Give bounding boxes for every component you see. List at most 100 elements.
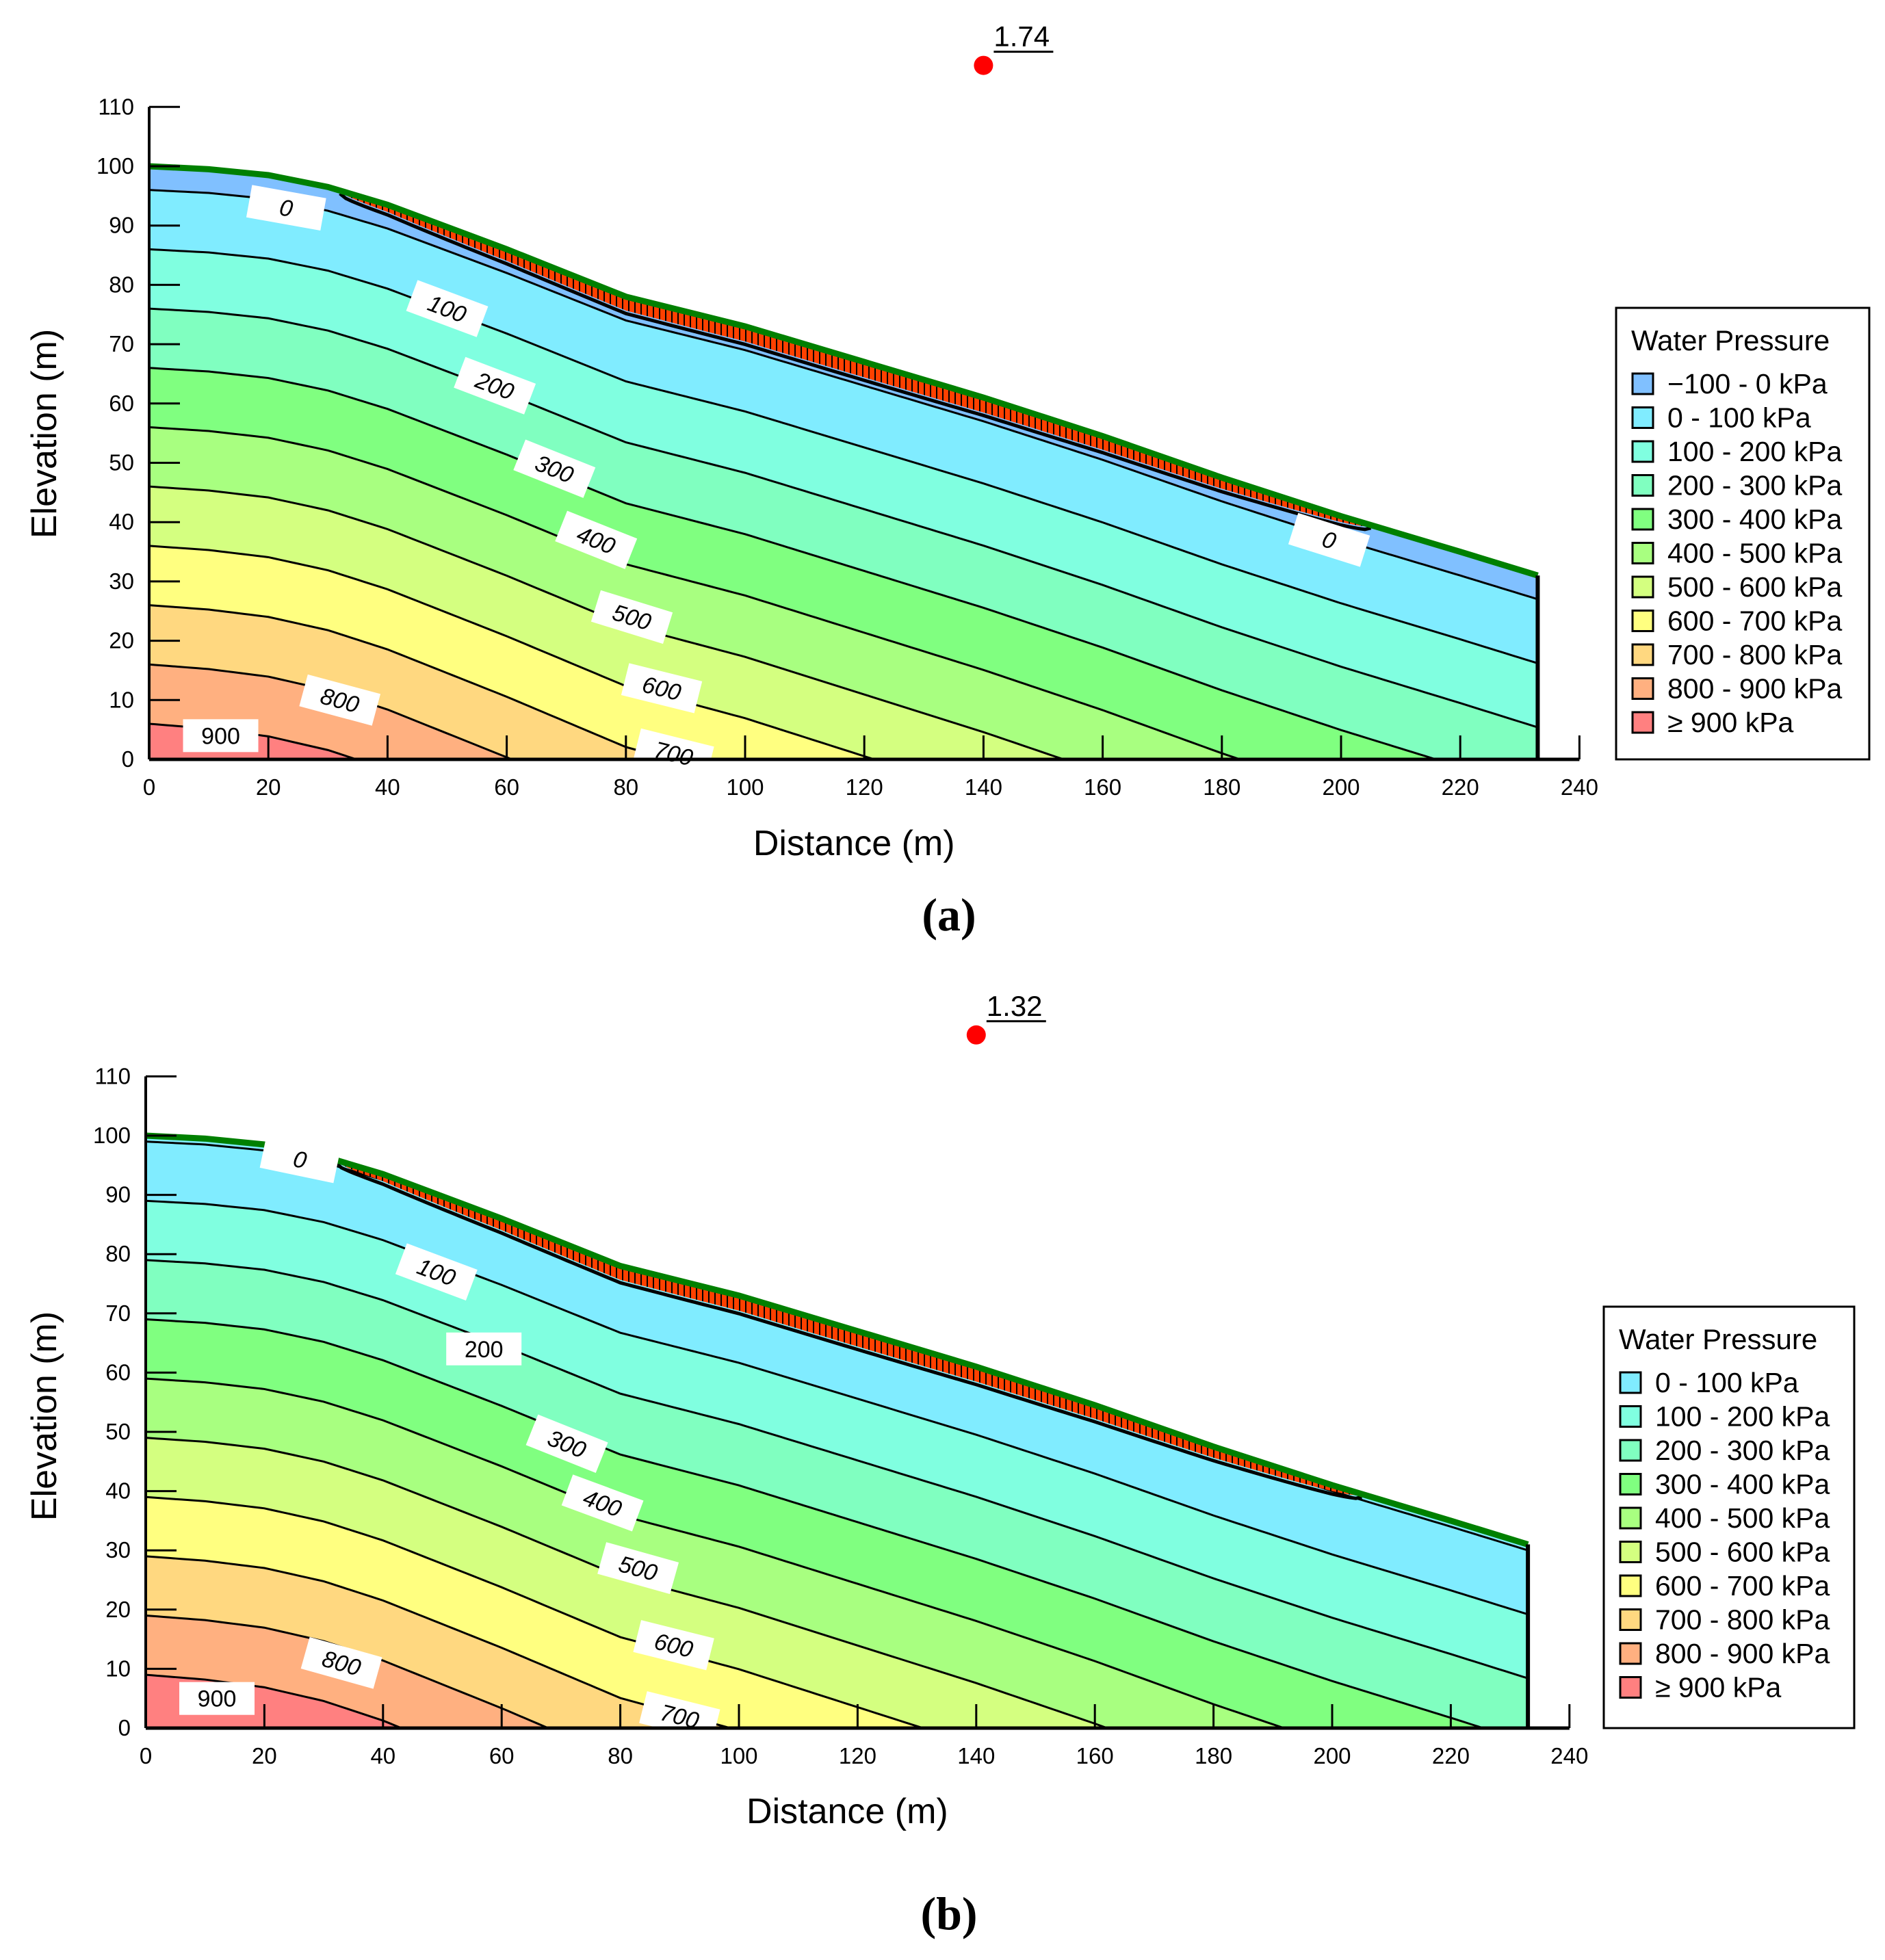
contour-label-box (597, 1542, 679, 1595)
panel-caption: (a) (922, 889, 976, 941)
legend-box (1615, 306, 1871, 761)
x-tick-label: 60 (489, 1743, 515, 1768)
legend-label: 500 - 600 kPa (1655, 1537, 1830, 1568)
legend-swatch (1631, 372, 1654, 395)
y-tick-label: 80 (105, 1241, 131, 1266)
legend-label: 300 - 400 kPa (1667, 504, 1842, 535)
y-tick-label: 60 (105, 1359, 131, 1385)
x-axis-label: Distance (m) (746, 1792, 948, 1831)
contour-line-400 (149, 426, 1240, 759)
y-tick-label: 0 (118, 1715, 131, 1740)
contour-label-box (1288, 512, 1370, 567)
x-tick-label: 40 (370, 1743, 395, 1768)
y-tick-label: 90 (109, 213, 134, 238)
legend-label: 400 - 500 kPa (1655, 1502, 1830, 1534)
contour-label-box (454, 356, 536, 415)
legend-label: 800 - 900 kPa (1667, 673, 1842, 705)
legend-swatch (1631, 508, 1654, 531)
contour-label-box (633, 1620, 714, 1671)
x-tick-label: 240 (1561, 774, 1598, 800)
legend-label: 500 - 600 kPa (1667, 571, 1842, 603)
x-tick-label: 120 (846, 774, 883, 800)
fos-label: 1.32 (987, 990, 1043, 1022)
y-tick-label: 110 (94, 1063, 131, 1088)
contour-label-box (406, 280, 489, 337)
legend-label: ≥ 900 kPa (1667, 707, 1794, 738)
legend-label: 700 - 800 kPa (1655, 1604, 1830, 1636)
legend-label: 100 - 200 kPa (1667, 436, 1842, 467)
y-tick-label: 10 (105, 1656, 131, 1681)
y-tick-label: 70 (105, 1301, 131, 1326)
x-tick-label: 120 (839, 1743, 876, 1768)
pressure-band-700 (146, 1556, 1529, 1728)
panel-b: 0100200300400500600700800900010203040506… (25, 990, 1856, 1939)
contour-label-box (633, 728, 714, 779)
legend-swatch (1619, 1371, 1642, 1394)
y-axis-label: Elevation (m) (25, 329, 64, 538)
contour-line-400 (146, 1377, 1285, 1728)
y-tick-label: 90 (105, 1182, 131, 1207)
legend-swatch (1619, 1676, 1642, 1699)
contour-label-text: 200 (465, 1337, 504, 1363)
contour-label-box (555, 510, 638, 569)
x-tick-label: 180 (1203, 774, 1240, 800)
x-tick-label: 140 (957, 1743, 995, 1768)
contour-line-900 (146, 1673, 402, 1728)
legend-swatch (1631, 440, 1654, 463)
contour-label: 600 (621, 663, 703, 714)
x-tick-label: 200 (1313, 1743, 1351, 1768)
legend-swatch (1619, 1574, 1642, 1597)
contour-line-300 (149, 367, 1437, 759)
contour-label-box (561, 1474, 644, 1532)
legend-swatch (1619, 1439, 1642, 1462)
legend-label: 0 - 100 kPa (1667, 402, 1811, 434)
ground-surface (148, 163, 1539, 579)
contour-label: 0 (259, 1135, 341, 1184)
contour-label-box (179, 1682, 255, 1715)
contour-line-700 (149, 604, 672, 759)
legend-label: 200 - 300 kPa (1655, 1435, 1830, 1466)
contour-line-200 (146, 1259, 1529, 1680)
y-tick-label: 100 (93, 1123, 131, 1148)
contour-line-600 (146, 1495, 924, 1728)
contour-line-100 (149, 248, 1538, 664)
contour-label: 200 (446, 1332, 522, 1366)
legend-swatch (1619, 1541, 1642, 1563)
contour-label-box (590, 590, 673, 644)
contour-label-box (259, 1135, 341, 1184)
panel-caption: (b) (920, 1887, 977, 1939)
contour-label: 800 (299, 674, 381, 726)
x-tick-label: 220 (1432, 1743, 1470, 1768)
contour-label-text: 900 (201, 723, 240, 749)
x-tick-label: 20 (252, 1743, 277, 1768)
legend-label: 400 - 500 kPa (1667, 538, 1842, 569)
fos-label: 1.74 (993, 21, 1050, 53)
legend-swatch (1631, 643, 1654, 666)
contour-line-600 (149, 545, 874, 759)
panel-a: 0100200300400500600700800900001020304050… (25, 21, 1871, 941)
y-tick-label: 40 (109, 509, 134, 534)
y-tick-label: 20 (109, 628, 134, 653)
y-tick-label: 100 (96, 153, 134, 179)
x-tick-label: 180 (1195, 1743, 1232, 1768)
y-tick-label: 70 (109, 331, 134, 356)
contour-label-box (300, 1636, 382, 1689)
contour-label-box (395, 1243, 478, 1301)
legend-swatch (1631, 610, 1654, 632)
contour-label-box (246, 185, 326, 231)
x-tick-label: 20 (256, 774, 281, 800)
contour-label-box (446, 1332, 522, 1366)
legend-label: 600 - 700 kPa (1655, 1570, 1830, 1602)
legend-label: 300 - 400 kPa (1655, 1469, 1830, 1500)
contour-label: 900 (179, 1682, 255, 1715)
y-tick-label: 0 (122, 746, 134, 772)
contour-label: 900 (183, 719, 259, 753)
y-tick-label: 110 (98, 94, 134, 119)
legend-label: 600 - 700 kPa (1667, 605, 1842, 637)
legend-label: 800 - 900 kPa (1655, 1638, 1830, 1669)
contour-label: 100 (406, 280, 489, 337)
x-tick-label: 100 (720, 1743, 757, 1768)
x-tick-label: 60 (494, 774, 519, 800)
